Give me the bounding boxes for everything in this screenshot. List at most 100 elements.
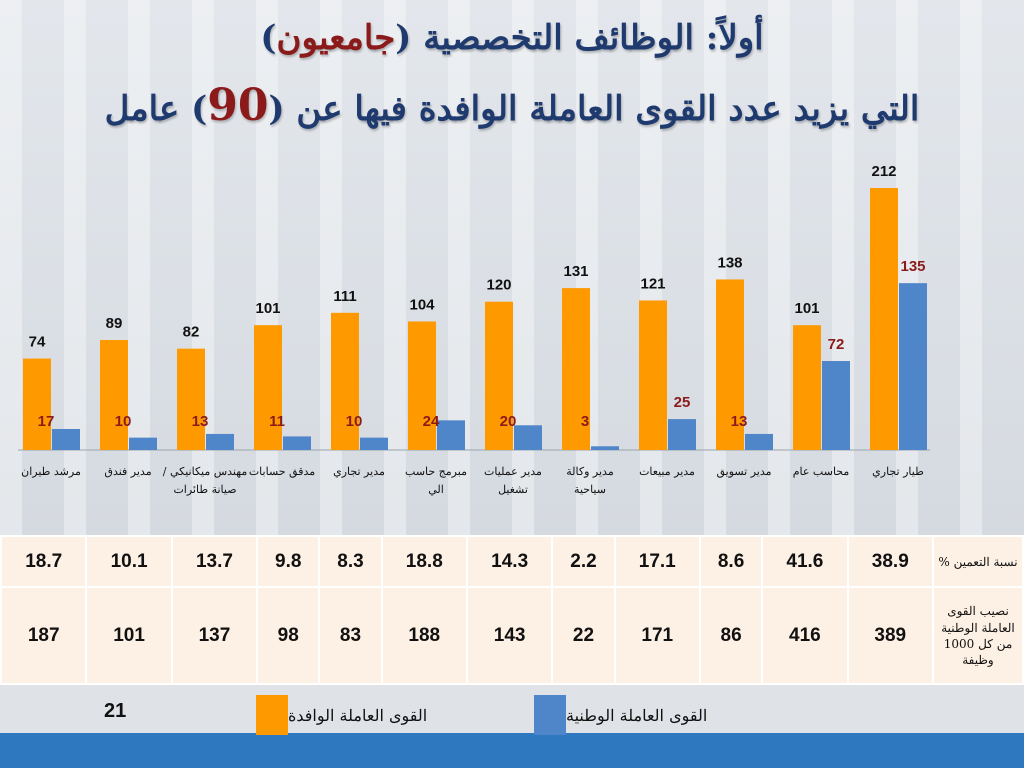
data-label-national: 25 [674, 394, 691, 411]
footer-band [0, 733, 1024, 768]
table-cell: 188 [380, 586, 468, 685]
chart-subtitle: التي يزيد عدد القوى العاملة الوافدة فيها… [104, 80, 920, 131]
data-label-national: 24 [423, 413, 440, 430]
table-cell: 83 [318, 586, 383, 685]
data-label-national: 17 [38, 413, 55, 430]
bar-national [822, 361, 850, 450]
bar-expat [254, 325, 282, 450]
data-label-national: 13 [731, 413, 748, 430]
page-number: 21 [104, 700, 127, 722]
bar-chart: 212 135 طيار تجاري 101 72 محاسب عام 138 13 مدير … [18, 163, 930, 496]
legend-national: القوى العاملة الوطنية [534, 695, 721, 735]
data-label-expat: 82 [183, 324, 200, 341]
table-cell: 14.3 [465, 534, 554, 589]
table-cell: 38.9 [846, 534, 935, 589]
national-share-row: 187 101 137 98 83 188 143 22 171 86 416 389 نصيب الق… [0, 586, 1024, 685]
data-label-expat: 111 [333, 288, 356, 305]
category-label: مدير مبيعات [639, 465, 695, 478]
category-label: مدير تجاري [333, 465, 385, 478]
data-label-national: 13 [192, 413, 209, 430]
title-highlight: جامعيون [276, 18, 396, 58]
data-label-expat: 120 [486, 277, 511, 294]
table-cell: 2.2 [551, 534, 616, 589]
table-cell: 13.7 [170, 534, 259, 589]
bar-national [591, 446, 619, 450]
row-label: نصيب القوى العاملة الوطنية من كل 1000 وظ… [932, 586, 1024, 685]
data-label-national: 3 [581, 413, 589, 430]
bar-expat [793, 325, 821, 450]
table-cell: 18.8 [380, 534, 468, 589]
table-cell: 171 [613, 586, 701, 685]
bar-national [514, 425, 542, 450]
table-cell: 101 [85, 586, 173, 685]
data-label-expat: 74 [29, 334, 46, 351]
data-label-expat: 131 [563, 263, 588, 280]
bar-national [283, 436, 311, 450]
category-label: مبرمج حاسب الي [405, 465, 467, 496]
bar-expat [408, 321, 436, 450]
category-label: مدقق حسابات [249, 465, 315, 478]
legend-national-swatch [534, 695, 566, 735]
data-label-national: 135 [900, 258, 925, 275]
bar-expat [23, 358, 51, 450]
bar-national [129, 437, 157, 450]
legend-national-label: القوى العاملة الوطنية [566, 705, 708, 725]
table-cell: 10.1 [85, 534, 173, 589]
chart-title: أولاً: الوظائف التخصصية (جامعيون) [260, 18, 764, 58]
table-cell: 86 [698, 586, 764, 685]
category-label: محاسب عام [793, 465, 850, 478]
legend-expat: القوى العاملة الوافدة [256, 695, 441, 735]
table-cell: 41.6 [761, 534, 849, 589]
bar-expat [716, 279, 744, 450]
legend-expat-label: القوى العاملة الوافدة [288, 705, 428, 725]
table-cell: 98 [256, 586, 321, 685]
category-label: مهندس ميكانيكي / صيانة طائرات [163, 465, 248, 496]
category-label: مدير فندق [104, 465, 151, 478]
data-label-national: 11 [269, 413, 285, 430]
table-cell: 22 [551, 586, 616, 685]
bar-national [437, 420, 465, 450]
bar-expat [639, 300, 667, 450]
data-label-expat: 89 [106, 315, 123, 332]
bar-expat [100, 340, 128, 450]
bar-national [206, 433, 234, 450]
table-cell: 187 [0, 586, 88, 685]
bar-national [899, 283, 927, 450]
category-label: طيار تجاري [872, 465, 924, 478]
threshold-number: 90 [207, 80, 269, 131]
row-label: نسبة التعمين % [932, 534, 1024, 589]
table-cell: 8.3 [318, 534, 383, 589]
data-label-expat: 101 [255, 300, 280, 317]
table-cell: 389 [846, 586, 935, 685]
bar-expat [331, 312, 359, 450]
table-cell: 18.7 [0, 534, 88, 589]
category-label: مدير وكالة سياحية [566, 465, 614, 496]
bar-expat [485, 301, 513, 450]
bar-national [360, 437, 388, 450]
omanization-rate-row: 18.7 10.1 13.7 9.8 8.3 18.8 14.3 2.2 17.1 8.6 41.6… [0, 534, 1024, 589]
table-cell: 17.1 [613, 534, 701, 589]
bar-national [52, 428, 80, 450]
data-label-national: 20 [500, 413, 517, 430]
category-label: مرشد طيران [21, 465, 81, 478]
legend-expat-swatch [256, 695, 288, 735]
bar-expat [562, 288, 590, 450]
data-label-expat: 104 [409, 296, 435, 313]
category-label: مدير عمليات تشغيل [484, 465, 542, 496]
table-cell: 137 [170, 586, 259, 685]
bar-national [745, 433, 773, 450]
data-table: 18.7 10.1 13.7 9.8 8.3 18.8 14.3 2.2 17.1 8.6 41.6… [0, 534, 1024, 685]
table-cell: 8.6 [698, 534, 764, 589]
data-label-national: 10 [346, 413, 363, 430]
bar-national [668, 419, 696, 450]
data-label-national: 10 [115, 413, 132, 430]
data-label-expat: 212 [871, 163, 896, 180]
table-cell: 416 [761, 586, 849, 685]
bar-expat [177, 348, 205, 450]
data-label-national: 72 [828, 336, 845, 353]
category-label: مدير تسويق [716, 465, 771, 478]
bar-expat [870, 188, 898, 450]
data-label-expat: 101 [794, 300, 819, 317]
table-cell: 9.8 [256, 534, 321, 589]
table-cell: 143 [465, 586, 554, 685]
